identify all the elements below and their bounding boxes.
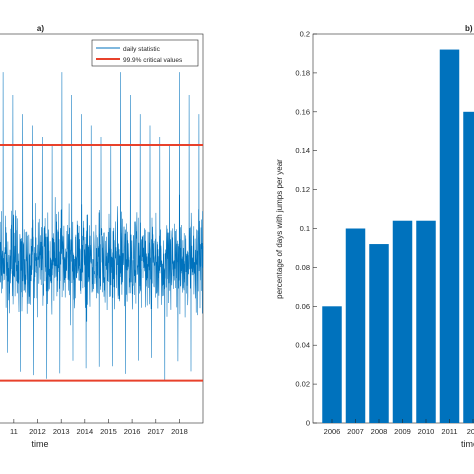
y-tick-label-0.14: 0.14	[295, 146, 310, 155]
bar-2008	[369, 244, 389, 423]
x-tick-label-2012: 2012	[29, 427, 46, 436]
y-tick-label-0.02: 0.02	[295, 380, 310, 389]
panel-a-label: a)	[37, 24, 44, 33]
x-tick-label-2016: 2016	[124, 427, 141, 436]
panel-b-y-axis: 0 0.02 0.04 0.06 0.08 0.1 0.12 0.14 0.16 0.18 0.2	[295, 30, 317, 428]
x-tick-label-2012: 201	[467, 427, 474, 436]
legend-label-critical-values: 99.9% critical values	[123, 57, 183, 64]
panel-a-x-axis-label: time	[31, 439, 48, 449]
series-line-daily-statistic	[0, 72, 204, 381]
legend-label-daily-statistic: daily statistic	[123, 46, 161, 53]
y-tick-label-0.06: 0.06	[295, 302, 310, 311]
x-tick-label-2011: 11	[10, 427, 18, 436]
panel-a-axes-box	[0, 33, 204, 424]
x-tick-label-2010: 2010	[418, 427, 435, 436]
x-tick-label-2013: 2013	[53, 427, 70, 436]
bar-2012	[463, 111, 474, 424]
panel-a-plot-area	[0, 33, 204, 424]
x-tick-label-2006: 2006	[324, 427, 341, 436]
bar-2009	[392, 220, 413, 423]
x-tick-label-2014: 2014	[76, 427, 93, 436]
x-tick-label-2018: 2018	[171, 427, 188, 436]
y-tick-label-0.1: 0.1	[300, 224, 310, 233]
bar-2006	[322, 306, 342, 423]
y-tick-label-0.12: 0.12	[295, 185, 310, 194]
panel-a-x-axis: 11 2012 2013 2014 2015 2016 2017 2018	[10, 419, 188, 436]
x-tick-label-2015: 2015	[100, 427, 117, 436]
y-tick-label-0.08: 0.08	[295, 263, 310, 272]
x-tick-label-2009: 2009	[394, 427, 411, 436]
panel-a-legend: daily statistic 99.9% critical values	[91, 39, 199, 67]
y-tick-label-0.2: 0.2	[300, 30, 310, 39]
y-tick-label-0.16: 0.16	[295, 107, 310, 116]
panel-b-y-axis-label: percentage of days with jumps per year	[275, 159, 284, 299]
bar-2011	[439, 49, 460, 424]
y-tick-label-0: 0	[306, 419, 310, 428]
legend-box	[91, 39, 199, 67]
panel-b-x-axis: 2006 2007 2008 2009 2010 2011 201	[324, 419, 474, 436]
panel-a-line-chart: a) daily statistic 99.9% critical values…	[0, 24, 204, 449]
y-tick-label-0.04: 0.04	[295, 341, 310, 350]
x-tick-label-2008: 2008	[371, 427, 388, 436]
panel-b-bar-chart: b) 00.020.040.060.080.10.120.140.160.180…	[275, 24, 474, 449]
x-tick-label-2011: 2011	[441, 427, 457, 436]
bar-2007	[345, 228, 366, 423]
x-tick-label-2007: 2007	[347, 427, 364, 436]
panel-b-plot-area	[312, 33, 474, 424]
bar-2010	[416, 220, 436, 423]
x-tick-label-2017: 2017	[147, 427, 164, 436]
panel-b-x-axis-label: time	[461, 439, 474, 449]
panel-b-label: b)	[465, 24, 473, 33]
y-tick-label-0.18: 0.18	[295, 68, 310, 77]
